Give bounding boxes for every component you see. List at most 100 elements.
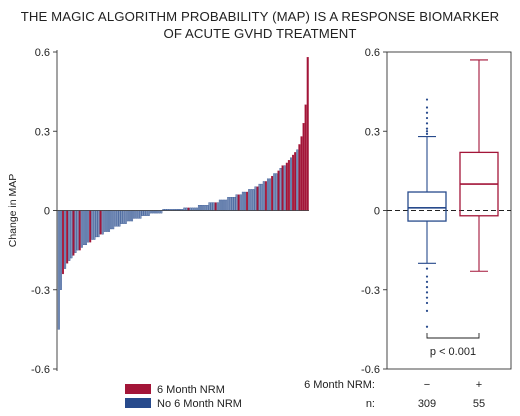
significance-bracket [426,333,480,339]
waterfall-bar [122,210,125,224]
waterfall-bar [116,210,119,227]
figure-title-line-2: OF ACUTE GVHD TREATMENT [163,26,357,41]
waterfall-bar [103,210,106,232]
boxplot-y-tick-label: -0.3 [361,285,380,297]
waterfall-bar [145,210,148,216]
waterfall-bar [139,210,142,219]
waterfall-chart: 0.6 0.3 0 -0.3 -0.6 Change in MAP [7,47,309,376]
legend-swatch-nrm [125,384,151,394]
waterfall-y-axis-label: Change in MAP [7,174,19,248]
waterfall-bar [227,197,230,211]
waterfall-bar [66,210,69,264]
legend-swatch-no-nrm [125,398,151,408]
count-nrm: 55 [473,398,485,410]
box-outlier [425,127,429,130]
waterfall-bar [264,181,267,211]
waterfall-bar [273,173,276,211]
waterfall-bar [233,197,236,211]
waterfall-bar [135,210,138,219]
waterfall-bar [200,205,203,211]
box-outlier [425,286,429,289]
box-outlier [425,111,429,114]
waterfall-y-tick-label: 0.6 [35,47,50,59]
legend: 6 Month NRM No 6 Month NRM [125,384,242,410]
waterfall-bar [208,202,211,211]
p-value-label: p < 0.001 [430,346,476,358]
waterfall-bar [72,210,75,256]
waterfall-bar [269,178,272,211]
waterfall-bar [252,189,255,211]
waterfall-bar [292,154,295,211]
waterfall-bar [281,165,284,211]
count-no-nrm: 309 [418,398,436,410]
waterfall-bar [266,178,269,211]
group-row-label: 6 Month NRM: [304,379,375,391]
waterfall-bar [225,199,228,211]
waterfall-bar [262,181,265,211]
legend-label-nrm: 6 Month NRM [157,384,225,396]
waterfall-bars [57,57,309,330]
waterfall-bar [74,210,77,253]
waterfall-bar [250,189,253,211]
waterfall-bar [304,104,307,211]
waterfall-bar [206,205,209,211]
box-outlier [425,267,429,270]
waterfall-bar [147,210,150,216]
waterfall-bar [101,210,104,235]
waterfall-bar [296,149,299,211]
box-outlier [425,116,429,120]
waterfall-bar [212,202,215,211]
waterfall-bar [237,194,240,211]
group-label-nrm: + [476,379,482,391]
box-outlier [425,309,429,312]
waterfall-bar [99,210,102,235]
waterfall-bar [128,210,131,222]
boxplot-y-tick-label: 0 [374,206,380,218]
waterfall-bar [216,202,219,211]
count-row-label: n: [366,398,375,410]
waterfall-bar [239,194,242,211]
box-iqr [407,191,447,222]
waterfall-bar [131,210,134,222]
waterfall-bar [254,186,257,211]
waterfall-bar [243,191,246,211]
waterfall-y-tick-label: 0.3 [35,126,50,138]
waterfall-bar [210,202,213,211]
waterfall-y-tick-label: -0.3 [31,285,50,297]
box-outlier [425,296,429,299]
waterfall-bar [220,199,223,211]
waterfall-bar [287,160,290,211]
box-outlier [425,98,429,101]
waterfall-bar [241,191,244,211]
waterfall-bar [197,205,200,211]
waterfall-bar [277,170,280,211]
waterfall-bar [64,210,67,269]
waterfall-bar [302,123,305,211]
box-no-nrm [407,98,447,328]
waterfall-bar [235,194,238,211]
waterfall-bar [218,199,221,211]
box-outlier [425,280,429,283]
waterfall-bar [143,210,146,216]
waterfall-y-tick-label: -0.6 [31,364,50,376]
boxplot-chart: 0.6 0.3 0 -0.3 -0.6 p < 0.001 [361,47,512,376]
waterfall-y-tick-label: 0 [44,206,50,218]
group-count-labels: 6 Month NRM: − + n: 309 55 [304,379,485,410]
box-outlier [425,122,429,125]
box-outlier [425,325,429,328]
waterfall-bar [285,162,288,211]
waterfall-bar [68,210,71,261]
waterfall-bar [124,210,127,224]
waterfall-bar [76,210,79,251]
boxplot-y-tick-label: 0.3 [365,126,380,138]
waterfall-bar [89,210,92,243]
waterfall-bar [114,210,117,227]
waterfall-bar [271,175,274,211]
waterfall-bar [279,168,282,211]
legend-label-no-nrm: No 6 Month NRM [157,398,242,410]
waterfall-bar [126,210,129,222]
group-label-no-nrm: − [424,379,430,391]
boxplot-y-tick-label: 0.6 [365,47,380,59]
